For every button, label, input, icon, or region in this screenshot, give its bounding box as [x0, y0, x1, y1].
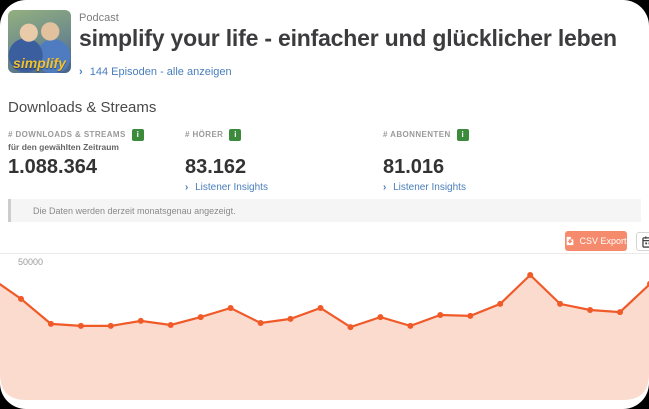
podcast-kicker-label: Podcast: [79, 12, 119, 24]
episodes-link[interactable]: 144 Episoden - alle anzeigen: [79, 66, 232, 78]
chart-data-point[interactable]: [347, 324, 354, 331]
chart-data-point[interactable]: [107, 322, 114, 329]
chart-data-point[interactable]: [497, 300, 504, 307]
chart-data-point[interactable]: [527, 272, 534, 278]
file-export-icon: [567, 236, 574, 246]
listener-insights-link[interactable]: Listener Insights: [185, 182, 268, 193]
episodes-link-label: 144 Episoden - alle anzeigen: [89, 66, 232, 78]
section-heading: Downloads & Streams: [8, 99, 157, 116]
stat-subscribers: # ABONNENTEN 81.016 Listener Insights: [383, 128, 469, 193]
chart-data-point[interactable]: [47, 320, 54, 327]
chart-data-point[interactable]: [18, 295, 24, 302]
stat-downloads-label: # DOWNLOADS & STREAMS: [8, 130, 126, 139]
notice-text: Die Daten werden derzeit monatsgenau ang…: [33, 205, 236, 216]
stat-subscribers-value: 81.016: [383, 156, 445, 178]
chart-data-point[interactable]: [167, 322, 174, 328]
stat-downloads-sublabel: für den gewählten Zeitraum: [8, 142, 119, 152]
chart-data-point[interactable]: [557, 300, 564, 307]
calendar-icon: [642, 235, 649, 248]
stat-subscribers-label: # ABONNENTEN: [383, 130, 451, 139]
info-icon[interactable]: [229, 128, 242, 141]
chart-area-fill: [0, 275, 649, 400]
downloads-area-chart[interactable]: [0, 250, 649, 409]
notice-banner: Die Daten werden derzeit monatsgenau ang…: [8, 199, 641, 222]
info-icon[interactable]: [131, 128, 144, 141]
listener-insights-link-label: Listener Insights: [195, 182, 268, 193]
podcast-cover-image: simplify: [8, 10, 71, 73]
chart-data-point[interactable]: [437, 312, 444, 318]
stat-listeners: # HÖRER 83.162 Listener Insights: [185, 128, 268, 193]
listener-insights-link[interactable]: Listener Insights: [383, 182, 469, 193]
csv-export-button[interactable]: CSV Export: [565, 231, 627, 251]
stat-listeners-value: 83.162: [185, 156, 247, 178]
csv-export-label: CSV Export: [579, 236, 627, 246]
stat-downloads-streams: # DOWNLOADS & STREAMS für den gewählten …: [8, 128, 144, 179]
listener-insights-link-label: Listener Insights: [393, 182, 466, 193]
chart-data-point[interactable]: [587, 307, 594, 313]
date-range-button[interactable]: [636, 232, 649, 251]
chart-data-point[interactable]: [467, 312, 474, 319]
chart-data-point[interactable]: [377, 314, 384, 321]
chart-markers: [18, 272, 649, 331]
chart-data-point[interactable]: [257, 320, 264, 326]
chart-data-point[interactable]: [287, 315, 294, 322]
chart-data-point[interactable]: [197, 314, 204, 321]
podcast-cover-logo-text: simplify: [13, 55, 66, 71]
chart-data-point[interactable]: [317, 305, 324, 311]
stat-listeners-label: # HÖRER: [185, 130, 224, 139]
chart-data-point[interactable]: [617, 309, 623, 316]
info-icon[interactable]: [456, 128, 469, 141]
stat-downloads-value: 1.088.364: [8, 156, 97, 178]
chart-data-point[interactable]: [77, 322, 84, 329]
gridline-50000: [0, 253, 649, 254]
chart-data-point[interactable]: [227, 305, 234, 311]
page-title: simplify your life - einfacher und glück…: [79, 25, 617, 51]
chart-data-point[interactable]: [137, 317, 144, 324]
y-axis-tick-label: 50000: [18, 257, 44, 267]
chart-data-point[interactable]: [407, 322, 414, 329]
